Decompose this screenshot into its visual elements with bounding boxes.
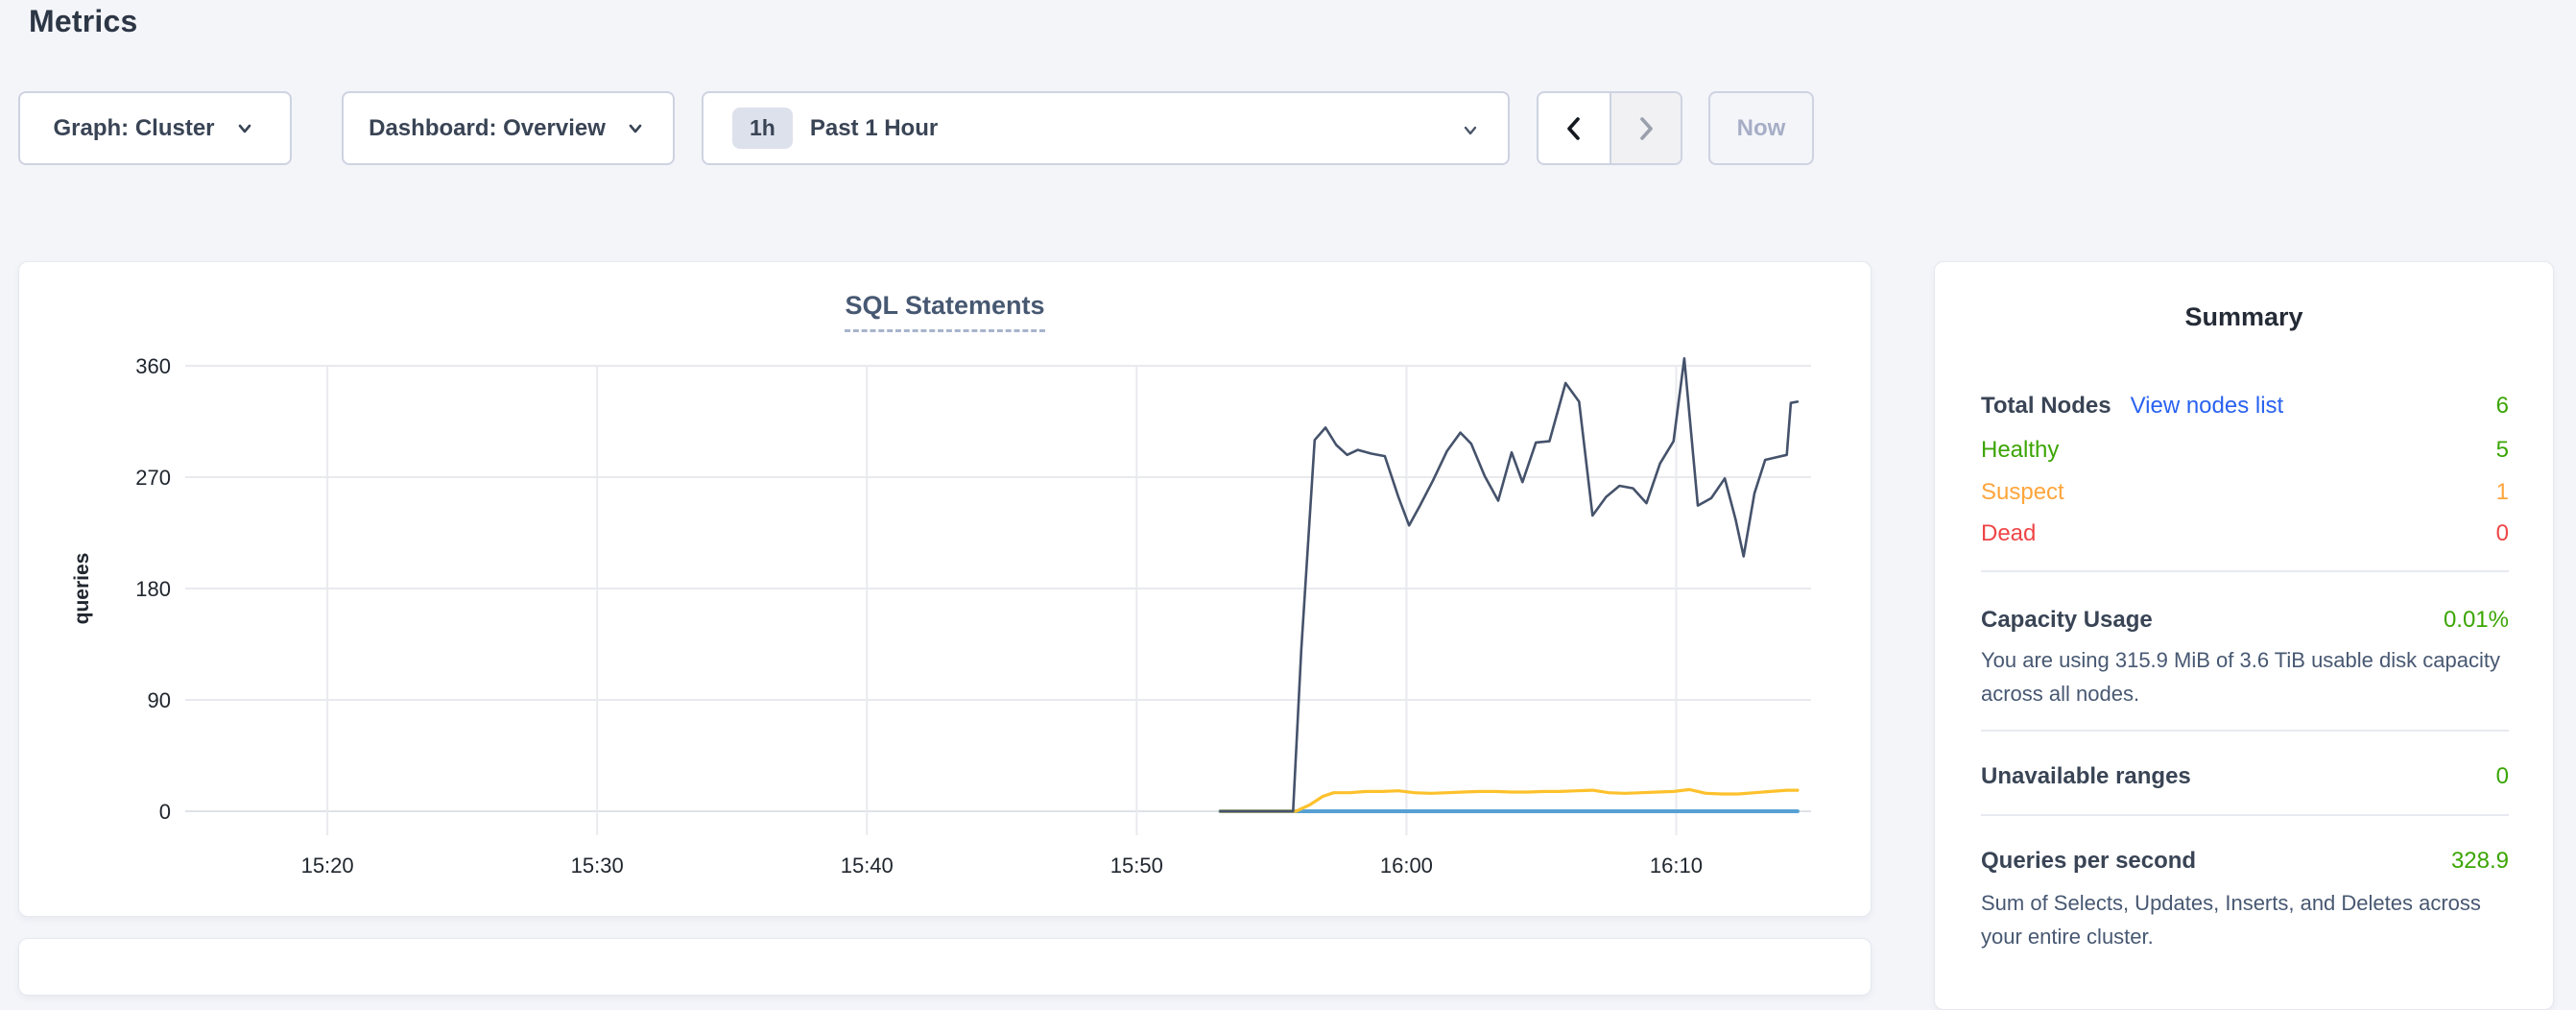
queries-per-second-label: Queries per second [1981, 848, 2197, 874]
queries-per-second-row: Queries per second 328.9 [1981, 844, 2509, 878]
unavailable-ranges-row: Unavailable ranges 0 [1981, 759, 2509, 794]
svg-text:15:30: 15:30 [571, 854, 624, 878]
time-range-pager [1537, 91, 1682, 165]
chevron-down-icon [238, 124, 250, 132]
svg-text:360: 360 [135, 354, 171, 378]
chevron-down-icon [1464, 126, 1477, 135]
next-time-range-button-disabled[interactable] [1610, 93, 1681, 163]
time-range-badge: 1h [732, 108, 793, 149]
capacity-usage-label: Capacity Usage [1981, 607, 2153, 633]
capacity-usage-row: Capacity Usage 0.01% [1981, 603, 2509, 637]
unavailable-ranges-label: Unavailable ranges [1981, 763, 2191, 789]
dashboard-dropdown[interactable]: Dashboard: Overview [342, 91, 675, 165]
capacity-usage-value: 0.01% [2443, 607, 2509, 633]
divider [1981, 730, 2509, 732]
svg-text:90: 90 [148, 688, 171, 712]
svg-text:180: 180 [135, 577, 171, 601]
capacity-usage-description: You are using 315.9 MiB of 3.6 TiB usabl… [1981, 648, 2500, 706]
chevron-left-icon [1567, 116, 1580, 140]
suspect-nodes-row: Suspect 1 [1981, 475, 2509, 510]
graph-scope-dropdown[interactable]: Graph: Cluster [18, 91, 292, 165]
svg-text:15:50: 15:50 [1110, 854, 1163, 878]
page-title: Metrics [29, 4, 138, 38]
series-yellow [1218, 787, 1800, 813]
divider [1981, 570, 2509, 572]
divider [1981, 814, 2509, 816]
now-button[interactable]: Now [1708, 91, 1814, 165]
unavailable-ranges-value: 0 [2495, 763, 2509, 789]
next-chart-card-partial [18, 938, 1872, 996]
suspect-label: Suspect [1981, 479, 2064, 505]
time-range-label: Past 1 Hour [809, 114, 939, 141]
healthy-label: Healthy [1981, 437, 2060, 463]
queries-per-second-description: Sum of Selects, Updates, Inserts, and De… [1981, 891, 2481, 949]
series-navy [1219, 357, 1800, 813]
sql-statements-chart[interactable]: 0 90 180 270 360 15:20 15:30 15:40 15:50 16:00 16:… [19, 262, 1872, 918]
svg-text:270: 270 [135, 466, 171, 490]
summary-title: Summary [2184, 302, 2303, 331]
chevron-down-icon [629, 124, 642, 132]
queries-per-second-value: 328.9 [2450, 848, 2509, 874]
svg-text:16:00: 16:00 [1380, 854, 1433, 878]
dead-label: Dead [1981, 520, 2037, 546]
y-axis-unit-label: queries [71, 553, 93, 625]
graph-scope-dropdown-label: Graph: Cluster [53, 114, 215, 141]
suspect-value: 1 [2495, 479, 2509, 505]
view-nodes-list-link[interactable]: View nodes list [2130, 393, 2284, 419]
dead-value: 0 [2495, 520, 2509, 546]
chevron-right-icon [1640, 116, 1653, 140]
total-nodes-label: Total Nodes [1981, 393, 2111, 419]
chart-title[interactable]: SQL Statements [845, 291, 1045, 332]
svg-text:15:20: 15:20 [301, 854, 354, 878]
dashboard-dropdown-label: Dashboard: Overview [369, 114, 606, 141]
summary-panel: Summary Total Nodes View nodes list 6 He… [1934, 261, 2554, 1010]
previous-time-range-button[interactable] [1538, 93, 1610, 163]
metrics-page: { "page": { "title": "Metrics" }, "toolb… [18, 4, 2554, 1010]
healthy-nodes-row: Healthy 5 [1981, 433, 2509, 468]
time-range-dropdown[interactable]: 1h Past 1 Hour [702, 91, 1510, 165]
svg-text:16:10: 16:10 [1650, 854, 1703, 878]
svg-text:0: 0 [159, 800, 171, 824]
sql-statements-chart-card: SQL Statements 0 90 180 270 360 15:20 15:30 15:… [18, 261, 1872, 917]
healthy-value: 5 [2495, 437, 2509, 463]
total-nodes-value: 6 [2495, 393, 2509, 419]
dead-nodes-row: Dead 0 [1981, 517, 2509, 551]
svg-text:15:40: 15:40 [841, 854, 894, 878]
total-nodes-row: Total Nodes View nodes list 6 [1981, 389, 2509, 423]
